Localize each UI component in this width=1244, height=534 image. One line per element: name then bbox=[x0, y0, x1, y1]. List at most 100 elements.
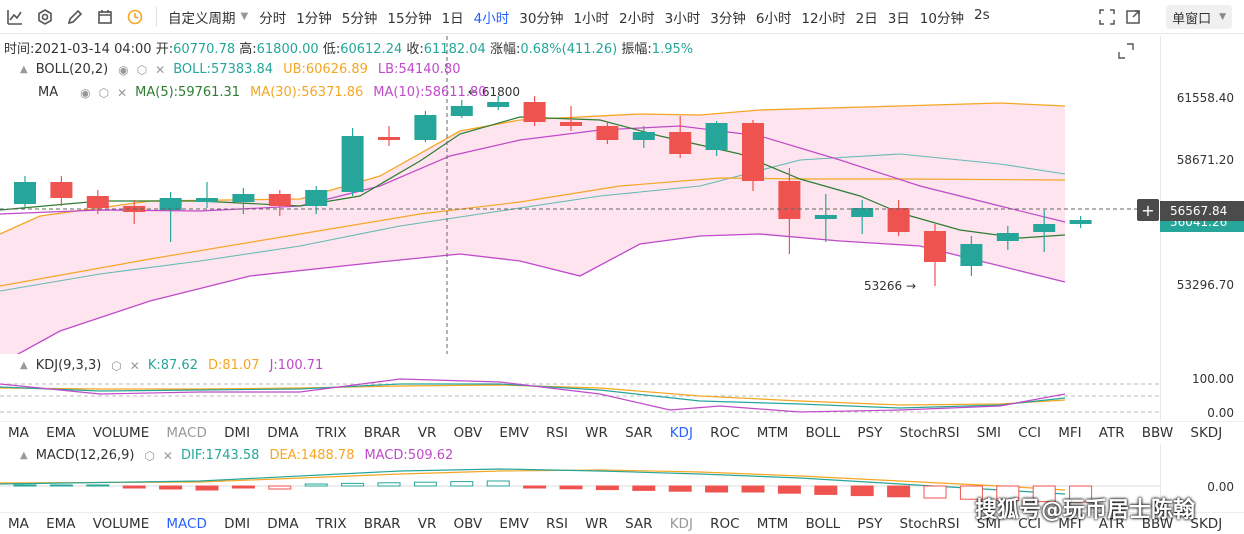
indicator-tab[interactable]: CCI bbox=[1018, 424, 1041, 441]
indicator-tab[interactable]: SAR bbox=[625, 424, 653, 441]
indicator-tab[interactable]: TRIX bbox=[315, 515, 347, 532]
period-item[interactable]: 1日 bbox=[441, 10, 464, 27]
close-icon[interactable]: ✕ bbox=[117, 85, 128, 100]
plus-icon[interactable]: + bbox=[1137, 199, 1159, 221]
indicator-tab[interactable]: VOLUME bbox=[92, 515, 150, 532]
indicator-tab[interactable]: BBW bbox=[1141, 424, 1174, 441]
indicator-tab[interactable]: ROC bbox=[710, 515, 740, 532]
indicator-tab[interactable]: VR bbox=[417, 424, 437, 441]
indicator-tab[interactable]: RSI bbox=[546, 424, 568, 441]
indicator-tab[interactable]: MACD bbox=[166, 424, 207, 441]
collapse-icon[interactable]: ▲ bbox=[20, 450, 28, 461]
indicator-tab[interactable]: OBV bbox=[453, 515, 483, 532]
indicator-tab[interactable]: MA bbox=[8, 515, 29, 532]
indicator-tab[interactable]: ROC bbox=[710, 424, 740, 441]
candlestick-chart[interactable]: 53266 → ← 61800 bbox=[0, 36, 1160, 354]
indicator-tab[interactable]: MTM bbox=[756, 515, 789, 532]
indicator-tab[interactable]: DMI bbox=[224, 424, 251, 441]
indicator-tab[interactable]: StochRSI bbox=[899, 515, 960, 532]
period-item[interactable]: 3日 bbox=[887, 10, 910, 27]
indicator-tab[interactable]: PSY bbox=[857, 515, 883, 532]
indicator-tab[interactable]: DMA bbox=[267, 424, 299, 441]
indicator-tab[interactable]: VR bbox=[417, 515, 437, 532]
indicator-tab[interactable]: KDJ bbox=[669, 424, 693, 441]
chart-line-icon[interactable] bbox=[0, 2, 30, 32]
indicator-tab[interactable]: MFI bbox=[1058, 515, 1082, 532]
indicator-tab[interactable]: EMV bbox=[499, 515, 529, 532]
period-item[interactable]: 2s bbox=[973, 6, 990, 23]
indicator-tab[interactable]: ATR bbox=[1098, 515, 1125, 532]
fullscreen-icon[interactable] bbox=[1098, 8, 1116, 30]
period-item[interactable]: 1小时 bbox=[573, 10, 610, 27]
indicator-tab[interactable]: SMI bbox=[976, 424, 1001, 441]
eye-icon[interactable]: ◉ bbox=[80, 85, 91, 100]
custom-period-dropdown[interactable]: 自定义周期 bbox=[168, 10, 236, 27]
indicator-tab[interactable]: StochRSI bbox=[899, 424, 960, 441]
indicator-tab[interactable]: TRIX bbox=[315, 424, 347, 441]
settings-hex-icon[interactable]: ⬡ bbox=[98, 85, 110, 100]
indicator-tab[interactable]: MACD bbox=[166, 515, 207, 532]
indicator-tab[interactable]: KDJ bbox=[669, 515, 693, 532]
indicator-tab[interactable]: EMA bbox=[46, 515, 76, 532]
indicator-tab[interactable]: EMV bbox=[499, 424, 529, 441]
close-icon[interactable]: ✕ bbox=[162, 448, 173, 463]
indicator-tab[interactable]: SAR bbox=[625, 515, 653, 532]
period-item[interactable]: 3小时 bbox=[664, 10, 701, 27]
indicator-tab[interactable]: MA bbox=[8, 424, 29, 441]
indicator-tab[interactable]: BRAR bbox=[363, 424, 401, 441]
settings-hex-icon[interactable]: ⬡ bbox=[144, 448, 155, 463]
close-icon[interactable]: ✕ bbox=[129, 358, 140, 373]
period-item[interactable]: 15分钟 bbox=[387, 10, 432, 27]
candle-body bbox=[778, 181, 801, 219]
indicator-tab[interactable]: ATR bbox=[1098, 424, 1125, 441]
period-item[interactable]: 6小时 bbox=[755, 10, 792, 27]
close-icon[interactable]: ✕ bbox=[155, 62, 166, 77]
period-item[interactable]: 30分钟 bbox=[519, 10, 564, 27]
indicator-tab[interactable]: WR bbox=[585, 515, 608, 532]
period-item[interactable]: 2小时 bbox=[619, 10, 655, 27]
indicator-tab[interactable]: OBV bbox=[453, 424, 483, 441]
indicator-tab[interactable]: VOLUME bbox=[92, 424, 150, 441]
kdj-chart[interactable] bbox=[0, 354, 1160, 420]
period-item[interactable]: 1分钟 bbox=[296, 10, 332, 27]
indicator-tab[interactable]: EMA bbox=[46, 424, 76, 441]
indicator-tab[interactable]: PSY bbox=[857, 424, 883, 441]
collapse-icon[interactable]: ▲ bbox=[20, 64, 28, 75]
indicator-tab[interactable]: MTM bbox=[756, 424, 789, 441]
chevron-down-icon[interactable]: ▼ bbox=[240, 11, 249, 22]
indicator-tab[interactable]: CCI bbox=[1018, 515, 1041, 532]
period-item[interactable]: 3分钟 bbox=[710, 10, 746, 27]
indicator-tab[interactable]: DMA bbox=[267, 515, 299, 532]
settings-hex-icon[interactable]: ⬡ bbox=[136, 62, 148, 77]
macd-chart[interactable] bbox=[0, 444, 1160, 512]
eye-icon[interactable]: ◉ bbox=[118, 62, 129, 77]
collapse-icon[interactable]: ▲ bbox=[20, 360, 28, 371]
maximize-icon[interactable] bbox=[1117, 42, 1135, 64]
period-item[interactable]: 2日 bbox=[855, 10, 878, 27]
indicator-tab[interactable]: WR bbox=[585, 424, 608, 441]
period-item[interactable]: 10分钟 bbox=[919, 10, 964, 27]
indicator-tab[interactable]: MFI bbox=[1058, 424, 1082, 441]
indicator-tab[interactable]: BOLL bbox=[805, 424, 841, 441]
period-item[interactable]: 5分钟 bbox=[341, 10, 378, 27]
indicator-tab[interactable]: SKDJ bbox=[1190, 515, 1223, 532]
period-item[interactable]: 12小时 bbox=[801, 10, 846, 27]
indicator-tab[interactable]: RSI bbox=[546, 515, 568, 532]
indicator-tab[interactable]: BRAR bbox=[363, 515, 401, 532]
period-item[interactable]: 分时 bbox=[259, 10, 287, 27]
indicator-tab[interactable]: BOLL bbox=[805, 515, 841, 532]
indicator-tab[interactable]: BBW bbox=[1141, 515, 1174, 532]
settings-hex-icon[interactable]: ⬡ bbox=[111, 358, 122, 373]
clock-icon[interactable] bbox=[120, 2, 150, 32]
settings-hex-icon[interactable] bbox=[30, 2, 60, 32]
pencil-icon[interactable] bbox=[60, 2, 90, 32]
window-mode-select[interactable]: 单窗口 ▼ bbox=[1166, 5, 1232, 29]
indicator-tab[interactable]: SKDJ bbox=[1190, 424, 1223, 441]
indicator-tab[interactable]: SMI bbox=[976, 515, 1001, 532]
price-axis[interactable]: 61558.40 58671.20 53296.70 bbox=[1118, 36, 1244, 354]
indicator-tab[interactable]: DMI bbox=[224, 515, 251, 532]
period-item[interactable]: 4小时 bbox=[473, 10, 510, 27]
popout-icon[interactable] bbox=[1124, 8, 1142, 30]
ma5-line bbox=[0, 116, 1066, 239]
calendar-icon[interactable] bbox=[90, 2, 120, 32]
